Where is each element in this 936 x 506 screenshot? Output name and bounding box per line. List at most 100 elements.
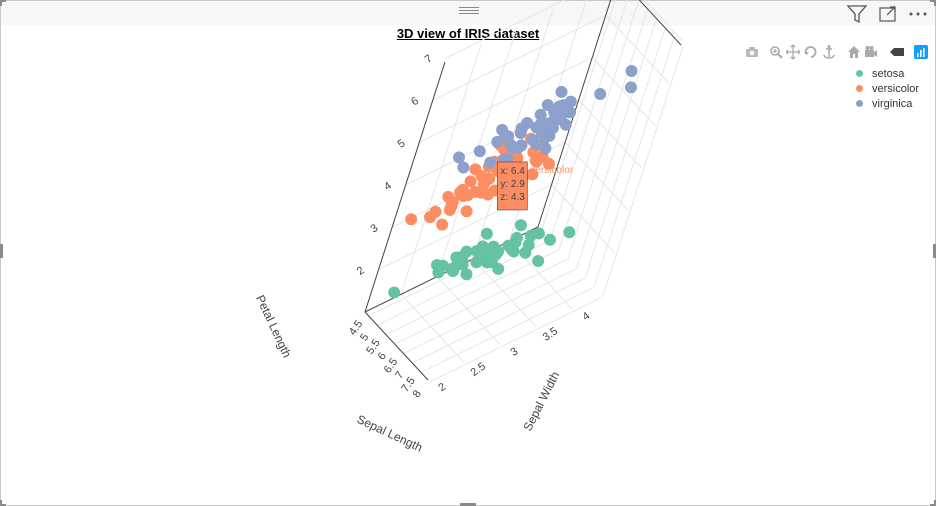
point-setosa[interactable]: [563, 226, 576, 239]
orbit-icon[interactable]: [804, 44, 818, 60]
point-setosa[interactable]: [445, 263, 458, 276]
point-versicolor[interactable]: [424, 211, 437, 224]
zoom-icon[interactable]: [769, 44, 783, 60]
grid-line: [400, 44, 482, 295]
point-virginica[interactable]: [491, 135, 504, 148]
resize-handle-br-v[interactable]: [934, 500, 936, 506]
camera-reset-icon[interactable]: [864, 44, 878, 60]
point-virginica[interactable]: [625, 64, 638, 77]
resize-handle-bl-v[interactable]: [0, 500, 2, 506]
more-options-icon[interactable]: [907, 4, 929, 24]
point-virginica[interactable]: [541, 98, 554, 111]
camera-icon[interactable]: [745, 44, 759, 60]
hover-toggle-icon[interactable]: [890, 44, 904, 60]
y-tick-label: 4: [580, 310, 592, 323]
legend-item-virginica[interactable]: virginica: [856, 96, 919, 111]
hover-tooltip: x: 6.4 y: 2.9 z: 4.3 versicolor: [497, 161, 574, 211]
hover-series-label: versicolor: [530, 165, 573, 176]
y-axis-title: Sepal Width: [521, 369, 563, 433]
chart-legend: setosa versicolor virginica: [856, 66, 919, 111]
grid-line: [419, 57, 593, 143]
point-virginica[interactable]: [559, 118, 572, 131]
box-edge: [537, 0, 612, 228]
point-virginica[interactable]: [564, 95, 577, 108]
point-virginica[interactable]: [539, 142, 552, 155]
point-setosa[interactable]: [510, 231, 523, 244]
point-virginica[interactable]: [526, 134, 539, 147]
point-setosa[interactable]: [480, 227, 493, 240]
point-setosa[interactable]: [431, 259, 444, 272]
point-setosa[interactable]: [532, 255, 545, 268]
home-icon[interactable]: [847, 44, 861, 60]
point-setosa[interactable]: [522, 239, 535, 252]
z-tick-label: 4: [382, 180, 394, 193]
grid-line: [558, 0, 640, 250]
point-setosa[interactable]: [476, 245, 489, 258]
grid-line: [602, 46, 684, 298]
point-virginica[interactable]: [473, 145, 486, 158]
point-versicolor[interactable]: [530, 155, 543, 168]
point-versicolor[interactable]: [454, 186, 467, 199]
point-setosa[interactable]: [524, 229, 537, 242]
point-setosa[interactable]: [514, 219, 527, 232]
resize-handle-bottom[interactable]: [460, 503, 476, 506]
grid-line: [412, 277, 586, 364]
point-virginica[interactable]: [594, 88, 607, 101]
resize-handle-br[interactable]: [930, 504, 936, 506]
legend-item-versicolor[interactable]: versicolor: [856, 81, 919, 96]
drag-grip-icon[interactable]: [459, 7, 479, 15]
point-versicolor[interactable]: [469, 163, 482, 176]
point-virginica[interactable]: [624, 81, 637, 94]
grid-line: [541, 0, 616, 231]
plotly-logo-icon[interactable]: [914, 44, 928, 60]
point-virginica[interactable]: [515, 122, 528, 135]
point-versicolor[interactable]: [442, 190, 455, 203]
resize-handle-tl-v[interactable]: [0, 0, 2, 6]
point-virginica[interactable]: [555, 85, 568, 98]
point-setosa[interactable]: [505, 243, 518, 256]
filter-icon[interactable]: [846, 4, 868, 24]
point-virginica[interactable]: [457, 161, 470, 174]
point-setosa[interactable]: [388, 286, 401, 299]
point-virginica[interactable]: [534, 108, 547, 121]
point-virginica[interactable]: [484, 156, 497, 169]
legend-marker: [856, 85, 863, 92]
resize-handle-tr-v[interactable]: [934, 0, 936, 6]
grid-line: [584, 27, 666, 279]
point-virginica[interactable]: [452, 151, 465, 164]
point-virginica[interactable]: [553, 100, 566, 113]
grid-line: [567, 8, 649, 260]
legend-item-setosa[interactable]: setosa: [856, 66, 919, 81]
hover-line: z: 4.3: [500, 192, 525, 203]
y-tick-label: 2: [436, 381, 448, 394]
focus-mode-icon[interactable]: [877, 4, 899, 24]
turntable-icon[interactable]: [822, 44, 836, 60]
point-versicolor[interactable]: [464, 175, 477, 188]
x-tick-label: 7: [393, 369, 406, 381]
grid-line: [432, 14, 607, 101]
resize-handle-bl[interactable]: [0, 504, 6, 506]
point-versicolor[interactable]: [460, 205, 473, 218]
resize-handle-tr[interactable]: [930, 0, 936, 2]
grid-line: [429, 296, 603, 383]
point-setosa[interactable]: [544, 233, 557, 246]
grid-line: [436, 276, 501, 345]
grid-line: [551, 184, 615, 253]
point-setosa[interactable]: [460, 268, 473, 281]
point-versicolor[interactable]: [405, 213, 418, 226]
legend-marker: [856, 100, 863, 107]
point-versicolor[interactable]: [526, 168, 539, 181]
point-virginica[interactable]: [540, 120, 553, 133]
resize-handle-left[interactable]: [0, 244, 3, 258]
point-versicolor[interactable]: [436, 218, 449, 231]
resize-handle-tl[interactable]: [0, 0, 6, 2]
point-virginica[interactable]: [530, 121, 543, 134]
point-versicolor[interactable]: [443, 203, 456, 216]
y-tick-label: 2.5: [469, 361, 488, 380]
resize-handle-right[interactable]: [933, 244, 936, 258]
point-setosa[interactable]: [470, 256, 483, 269]
z-tick-label: 2: [355, 264, 367, 277]
pan-icon[interactable]: [785, 44, 801, 60]
point-virginica[interactable]: [502, 130, 515, 143]
